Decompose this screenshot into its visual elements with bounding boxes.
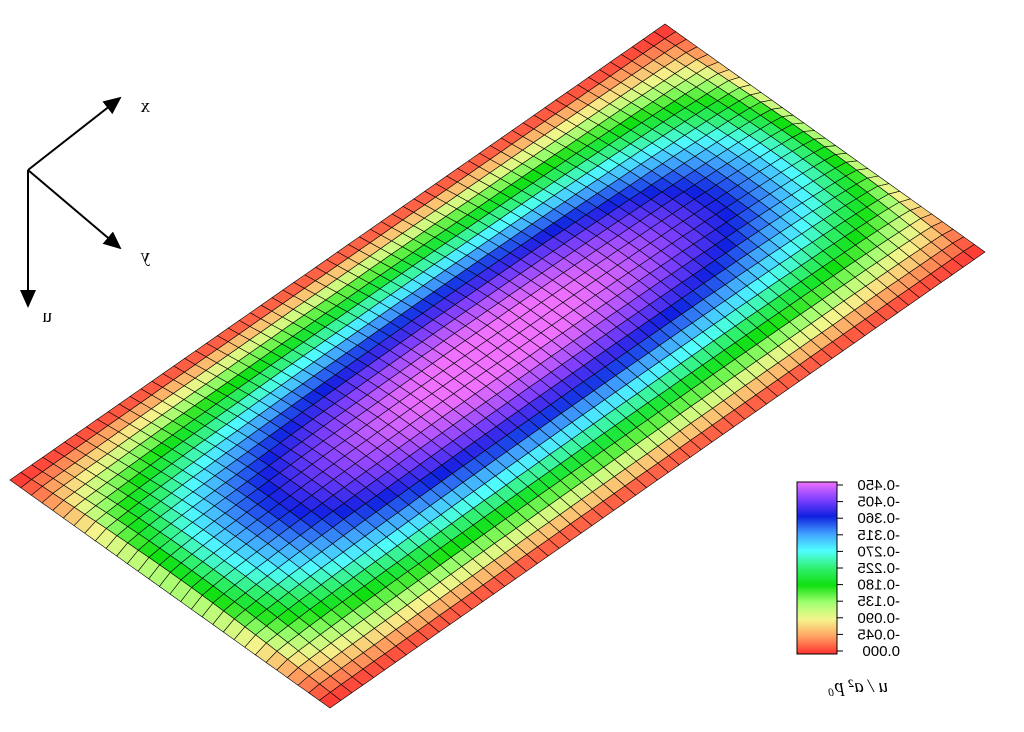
surface-cell xyxy=(653,23,677,39)
colorbar-tick-label: -0.405 xyxy=(857,494,900,511)
colorbar-tick-label: -0.090 xyxy=(857,610,900,627)
colorbar-tick-label: -0.450 xyxy=(857,477,900,494)
u-axis-label: u xyxy=(42,306,52,327)
deflection-surface xyxy=(9,23,986,709)
axes-triad: x y u xyxy=(20,96,150,327)
colorbar-ticks: -0.450-0.405-0.360-0.315-0.270-0.225-0.1… xyxy=(837,477,900,660)
x-axis-label: x xyxy=(140,96,150,117)
colorbar-tick-label: -0.315 xyxy=(857,527,900,544)
colorbar-tick-label: -0.045 xyxy=(857,626,900,643)
x-axis-arrow xyxy=(27,96,122,171)
colorbar-tick-label: -0.360 xyxy=(857,510,900,527)
colorbar-label: u / a² p₀ xyxy=(828,676,888,697)
colorbar: -0.450-0.405-0.360-0.315-0.270-0.225-0.1… xyxy=(796,477,900,697)
colorbar-tick-label: -0.135 xyxy=(857,593,900,610)
colorbar-tick-label: -0.180 xyxy=(857,577,900,594)
colorbar-tick-label: -0.270 xyxy=(857,543,900,560)
y-axis-label: y xyxy=(140,246,150,267)
y-axis-arrow xyxy=(27,169,122,250)
colorbar-tick-label: -0.225 xyxy=(857,560,900,577)
colorbar-tick-label: 0.000 xyxy=(862,643,900,660)
colorbar-gradient xyxy=(796,481,838,655)
